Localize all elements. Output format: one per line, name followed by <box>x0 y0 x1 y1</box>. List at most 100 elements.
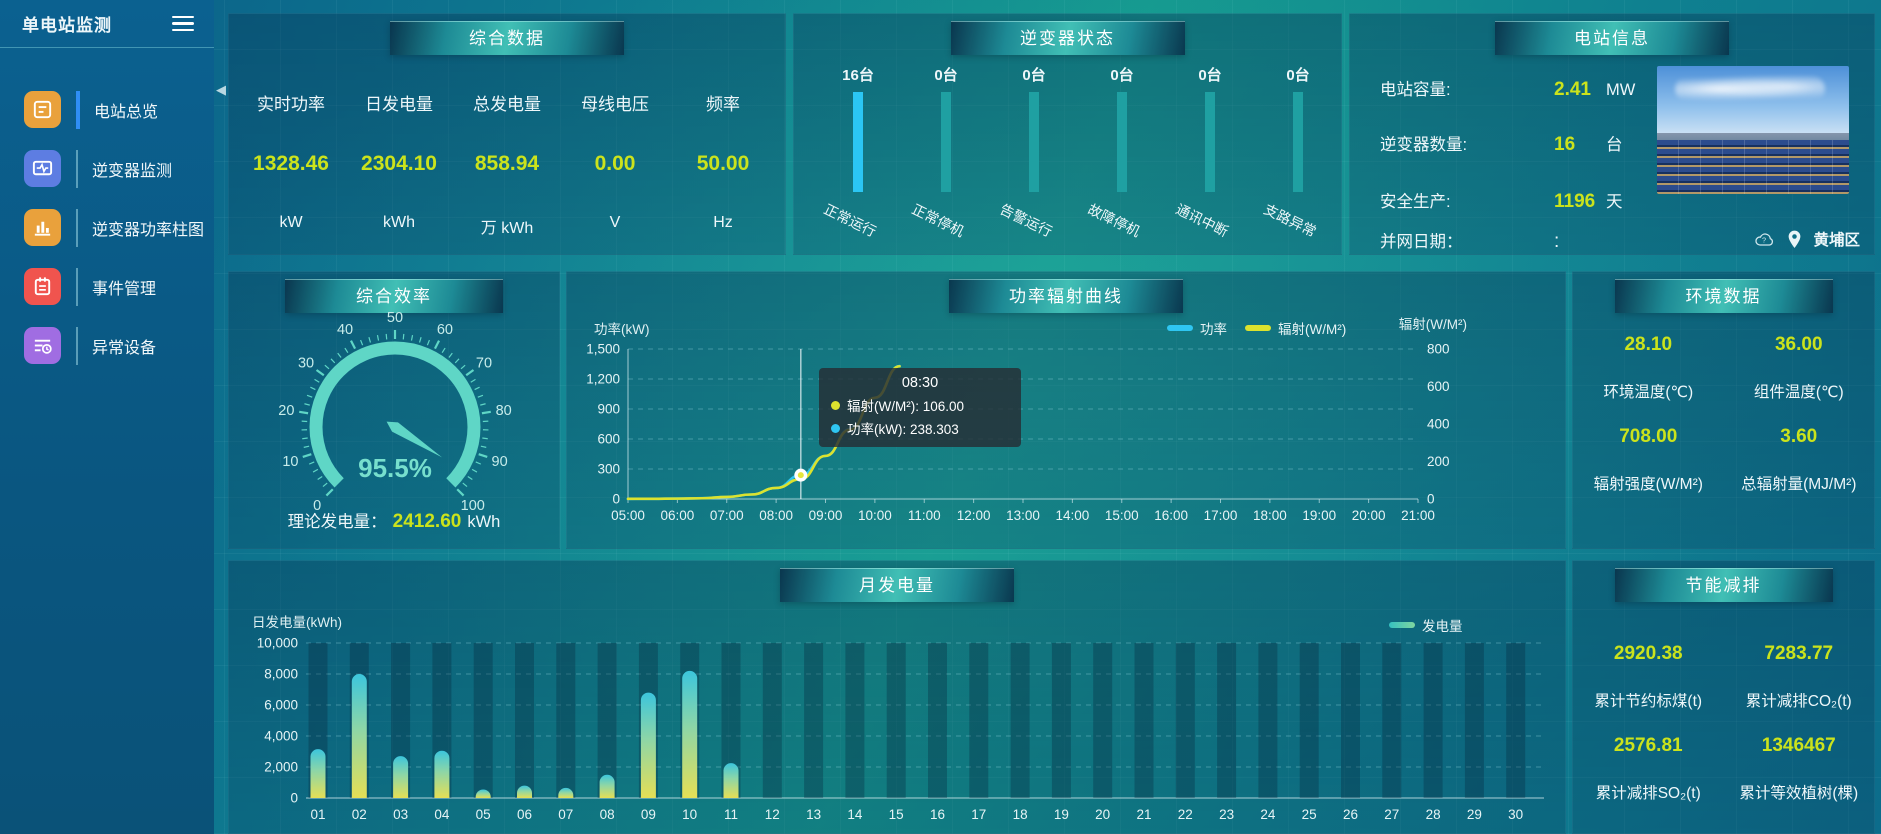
summary-metric-value: 1328.46 <box>253 152 329 175</box>
station-info-value: 2.41 <box>1554 79 1591 100</box>
svg-text:900: 900 <box>597 402 620 417</box>
sidebar-item-label: 电站总览 <box>94 103 159 121</box>
menu-item-divider <box>76 208 78 247</box>
inverter-count-label: 16台 <box>842 67 874 84</box>
environment-metrics: 28.10 36.00 环境温度(℃) 组件温度(℃) 708.00 3.60 辐射强度(W… <box>1573 334 1874 518</box>
svg-text:30: 30 <box>1508 807 1523 822</box>
svg-text:10,000: 10,000 <box>257 636 298 651</box>
svg-text:14: 14 <box>847 807 863 822</box>
station-info-row: 电站容量: 2.41 MW <box>1380 76 1635 101</box>
bar-day-05[interactable] <box>475 789 491 798</box>
station-info-value: 1196 <box>1554 191 1596 212</box>
sidebar-item-label: 事件管理 <box>92 280 157 298</box>
monthly-generation-chart[interactable]: 10,000 8,000 6,000 4,000 2,000 0 日发电量(kWh) 01 02… <box>229 561 1567 834</box>
legend-item-辐射(W/M²)[interactable]: 辐射(W/M²) <box>1245 318 1346 338</box>
svg-text:6,000: 6,000 <box>264 698 298 713</box>
menu-item-divider <box>76 326 78 365</box>
bar-day-09[interactable] <box>640 692 656 798</box>
monthly-legend[interactable]: 发电量 <box>1389 615 1463 635</box>
svg-text:600: 600 <box>597 432 620 447</box>
svg-text:19: 19 <box>1054 807 1069 822</box>
svg-text:23: 23 <box>1219 807 1234 822</box>
inverter-status-item[interactable]: 0台 支路异常 <box>1254 64 1342 254</box>
station-district-label: 黄埔区 <box>1813 232 1860 249</box>
inverter-count-label: 0台 <box>934 67 958 84</box>
location-pin-icon[interactable] <box>1786 229 1803 250</box>
svg-text:05: 05 <box>476 807 491 822</box>
bar-day-06[interactable] <box>517 785 532 798</box>
svg-text:26: 26 <box>1343 807 1358 822</box>
inverter-count-label: 0台 <box>1022 67 1046 84</box>
inverter-status-bars[interactable]: 16台 正常运行 0台 正常停机 0台 告警运行 0台 故障停机 0台 通讯中断 0台 支路异常 <box>814 64 1331 254</box>
summary-metric-unit: kW <box>279 214 303 231</box>
bar-background-band <box>1010 643 1030 798</box>
sidebar-item-5[interactable]: 异常设备 <box>0 316 214 375</box>
sidebar-item-4[interactable]: 事件管理 <box>0 257 214 316</box>
inverter-status-item[interactable]: 0台 告警运行 <box>990 64 1078 254</box>
svg-text:0: 0 <box>313 498 321 514</box>
legend-item-功率[interactable]: 功率 <box>1167 318 1227 338</box>
summary-metrics: 实时功率 1328.46 kW 日发电量 2304.10 kWh 总发电量 858.94 万 k… <box>237 72 777 246</box>
station-info-unit: 台 <box>1606 136 1623 154</box>
bar-day-04[interactable] <box>434 750 450 798</box>
metric-value: 1346467 <box>1761 735 1836 756</box>
inverter-status-item[interactable]: 0台 故障停机 <box>1078 64 1166 254</box>
sidebar-item-label: 逆变器监测 <box>92 162 173 180</box>
svg-text:24: 24 <box>1260 807 1276 822</box>
svg-text:4,000: 4,000 <box>264 729 298 744</box>
summary-metric-value: 0.00 <box>594 152 636 175</box>
svg-text:60: 60 <box>437 322 453 338</box>
bar-day-08[interactable] <box>599 774 615 798</box>
legend-marker <box>1167 325 1193 331</box>
svg-text:50: 50 <box>387 310 403 326</box>
legend-marker <box>1245 325 1271 331</box>
bar-day-11[interactable] <box>723 763 739 798</box>
svg-text:08:00: 08:00 <box>759 508 793 523</box>
panel-inverter-status-title: 逆变器状态 <box>950 21 1185 55</box>
svg-text:06: 06 <box>517 807 532 822</box>
metric-label: 累计减排SO₂(t) <box>1595 785 1701 802</box>
svg-text:09:00: 09:00 <box>809 508 843 523</box>
svg-text:25: 25 <box>1302 807 1317 822</box>
svg-text:02: 02 <box>352 807 367 822</box>
bar-day-10[interactable] <box>682 670 698 798</box>
left-axis-name: 功率(kW) <box>594 321 649 337</box>
svg-text:10: 10 <box>282 454 298 470</box>
svg-text:1,500: 1,500 <box>586 342 620 357</box>
metric-value: 36.00 <box>1774 334 1823 355</box>
summary-metric-label: 日发电量 <box>365 95 433 114</box>
inverter-status-bar <box>1029 92 1039 192</box>
bar-day-07[interactable] <box>558 787 574 798</box>
sidebar-item-2[interactable]: 逆变器监测 <box>0 139 214 198</box>
bar-background-band <box>845 643 865 798</box>
inverter-power-bars-icon <box>24 209 61 246</box>
bar-day-03[interactable] <box>393 756 409 798</box>
svg-text:600: 600 <box>1427 379 1450 394</box>
sidebar-collapse-icon[interactable]: ◀ <box>216 82 226 97</box>
legend-item-generation[interactable]: 发电量 <box>1389 615 1463 635</box>
hamburger-menu-icon[interactable] <box>170 12 196 36</box>
bar-day-02[interactable] <box>351 674 367 798</box>
svg-text:18: 18 <box>1013 807 1028 822</box>
sidebar-item-1[interactable]: 电站总览 <box>0 80 214 139</box>
station-overview-icon <box>24 91 61 128</box>
bar-background-band <box>762 643 782 798</box>
svg-text:90: 90 <box>492 454 508 470</box>
menu-item-divider <box>76 90 80 129</box>
svg-text:20:00: 20:00 <box>1352 508 1386 523</box>
station-info-row: 逆变器数量: 16 台 <box>1380 131 1623 156</box>
efficiency-gauge[interactable]: 0 10 20 30 40 50 60 70 80 90 100 95.5% <box>229 272 559 548</box>
panel-station-info-title: 电站信息 <box>1495 21 1729 55</box>
station-photo <box>1657 66 1849 194</box>
sidebar-header: 单电站监测 <box>0 0 214 48</box>
sidebar-item-3[interactable]: 逆变器功率柱图 <box>0 198 214 257</box>
svg-text:21:00: 21:00 <box>1401 508 1435 523</box>
bar-day-01[interactable] <box>310 749 326 798</box>
svg-text:07: 07 <box>558 807 573 822</box>
svg-text:13:00: 13:00 <box>1006 508 1040 523</box>
inverter-status-item[interactable]: 16台 正常运行 <box>814 64 902 254</box>
inverter-status-item[interactable]: 0台 通讯中断 <box>1166 64 1254 254</box>
svg-text:15: 15 <box>889 807 904 822</box>
inverter-status-item[interactable]: 0台 正常停机 <box>902 64 990 254</box>
